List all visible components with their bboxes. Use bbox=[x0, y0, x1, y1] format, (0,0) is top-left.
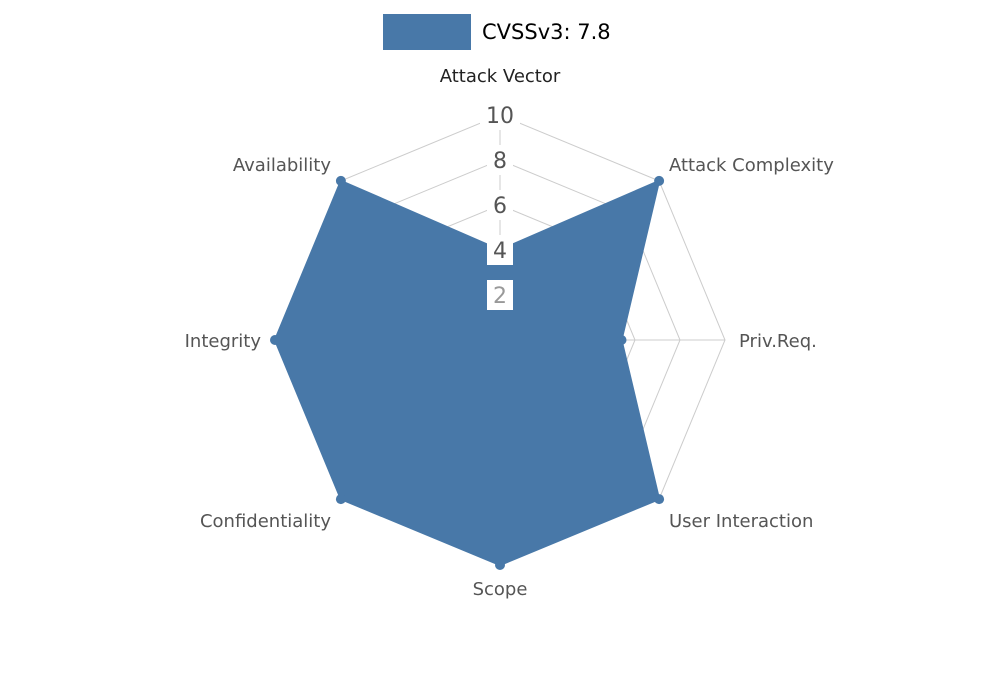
axis-label-attack-complexity: Attack Complexity bbox=[669, 155, 834, 176]
legend: CVSSv3: 7.8 bbox=[383, 14, 611, 50]
series-vertex-dot bbox=[335, 494, 346, 505]
axis-label-availability: Availability bbox=[233, 155, 331, 176]
axis-label-scope: Scope bbox=[473, 579, 528, 600]
axis-label-priv-req-: Priv.Req. bbox=[739, 331, 817, 352]
tick-label-bg bbox=[487, 235, 513, 265]
tick-label-bg bbox=[487, 145, 513, 175]
series-vertex-dot bbox=[335, 175, 346, 186]
tick-label: 8 bbox=[493, 149, 507, 174]
series-vertex-dot bbox=[270, 335, 280, 345]
tick-label-bg bbox=[480, 100, 520, 130]
tick-label-bg bbox=[487, 190, 513, 220]
axis-label-user-interaction: User Interaction bbox=[669, 511, 813, 532]
series-vertex-dot bbox=[495, 560, 505, 570]
tick-label-bg bbox=[487, 280, 513, 310]
legend-swatch bbox=[383, 14, 471, 50]
axis-label-attack-vector: Attack Vector bbox=[440, 66, 561, 87]
series-vertex-dot bbox=[654, 494, 665, 505]
legend-label: CVSSv3: 7.8 bbox=[482, 20, 611, 44]
tick-label: 2 bbox=[493, 284, 507, 309]
series-polygon bbox=[273, 179, 661, 567]
axis-label-integrity: Integrity bbox=[185, 331, 262, 352]
tick-label: 10 bbox=[486, 104, 514, 129]
series-vertex-dot bbox=[654, 175, 665, 186]
tick-label: 4 bbox=[493, 239, 507, 264]
series-vertex-dot bbox=[616, 335, 627, 345]
tick-label: 6 bbox=[493, 194, 507, 219]
axis-label-confidentiality: Confidentiality bbox=[200, 511, 331, 532]
